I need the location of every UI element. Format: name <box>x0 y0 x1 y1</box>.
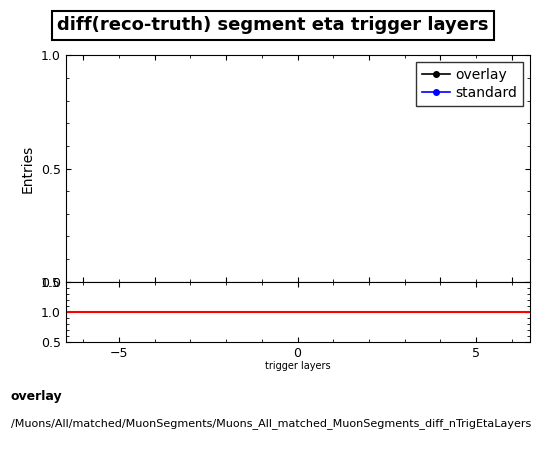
Text: /Muons/All/matched/MuonSegments/Muons_All_matched_MuonSegments_diff_nTrigEtaLaye: /Muons/All/matched/MuonSegments/Muons_Al… <box>11 418 531 429</box>
Text: overlay: overlay <box>11 390 63 403</box>
X-axis label: trigger layers: trigger layers <box>265 361 330 371</box>
Text: diff(reco-truth) segment eta trigger layers: diff(reco-truth) segment eta trigger lay… <box>57 16 489 34</box>
Legend: overlay, standard: overlay, standard <box>417 62 523 106</box>
Y-axis label: Entries: Entries <box>21 145 35 193</box>
